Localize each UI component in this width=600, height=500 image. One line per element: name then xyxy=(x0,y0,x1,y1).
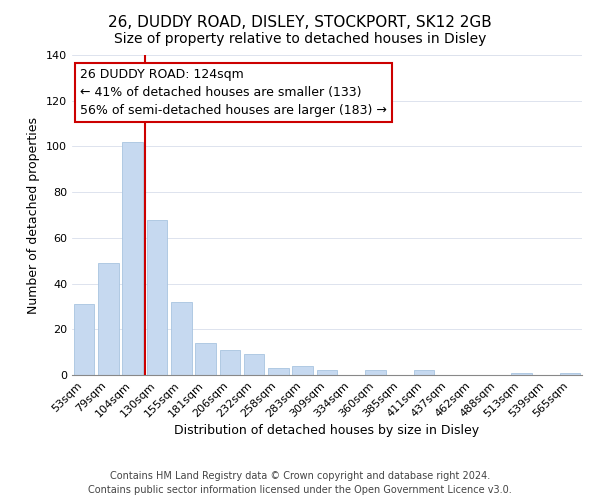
Bar xyxy=(244,354,265,375)
Bar xyxy=(195,343,216,375)
Bar xyxy=(560,372,580,375)
Text: Contains HM Land Registry data © Crown copyright and database right 2024.
Contai: Contains HM Land Registry data © Crown c… xyxy=(88,471,512,495)
Bar xyxy=(268,368,289,375)
Bar xyxy=(171,302,191,375)
Text: 26, DUDDY ROAD, DISLEY, STOCKPORT, SK12 2GB: 26, DUDDY ROAD, DISLEY, STOCKPORT, SK12 … xyxy=(108,15,492,30)
Bar xyxy=(74,304,94,375)
Bar xyxy=(292,366,313,375)
Bar xyxy=(414,370,434,375)
Bar xyxy=(511,372,532,375)
Bar xyxy=(365,370,386,375)
Bar xyxy=(220,350,240,375)
X-axis label: Distribution of detached houses by size in Disley: Distribution of detached houses by size … xyxy=(175,424,479,438)
Text: Size of property relative to detached houses in Disley: Size of property relative to detached ho… xyxy=(114,32,486,46)
Bar xyxy=(122,142,143,375)
Text: 26 DUDDY ROAD: 124sqm
← 41% of detached houses are smaller (133)
56% of semi-det: 26 DUDDY ROAD: 124sqm ← 41% of detached … xyxy=(80,68,386,117)
Bar xyxy=(317,370,337,375)
Y-axis label: Number of detached properties: Number of detached properties xyxy=(28,116,40,314)
Bar xyxy=(146,220,167,375)
Bar xyxy=(98,263,119,375)
